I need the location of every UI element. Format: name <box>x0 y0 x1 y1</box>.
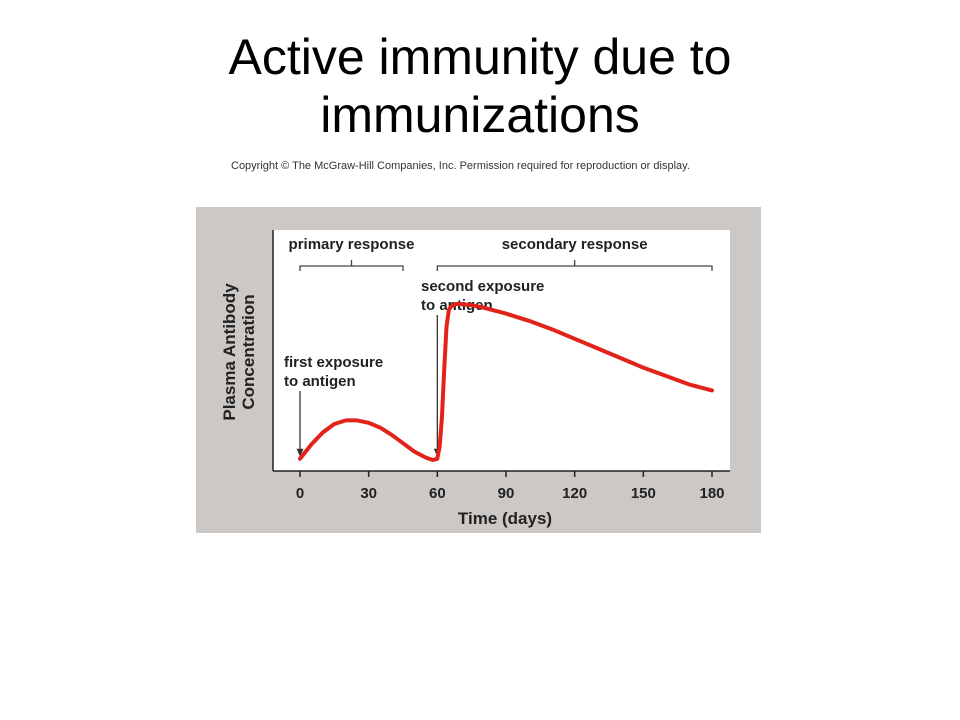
exposure-arrow-head <box>296 448 304 457</box>
plot-area <box>273 230 730 471</box>
copyright-notice: Copyright © The McGraw-Hill Companies, I… <box>231 160 690 172</box>
response-brackets: primary response secondary response <box>289 236 713 271</box>
x-tick-label: 0 <box>296 485 304 502</box>
y-axis-label-line-2: Concentration <box>239 294 258 409</box>
x-tick-label: 90 <box>498 485 515 502</box>
x-tick-label: 120 <box>562 485 587 502</box>
y-axis-label-line-1: Plasma Antibody <box>220 283 239 421</box>
exposure-label-line-1: second exposure <box>421 278 544 295</box>
slide-title-line-2: immunizations <box>320 87 640 143</box>
x-tick-label: 180 <box>699 485 724 502</box>
x-tick-label: 60 <box>429 485 446 502</box>
x-tick-label: 150 <box>631 485 656 502</box>
x-tick-label: 30 <box>360 485 377 502</box>
x-axis-label: Time (days) <box>458 509 552 528</box>
response-bracket-label: secondary response <box>502 236 648 253</box>
antibody-curve-series <box>298 302 714 462</box>
slide-title-line-1: Active immunity due to <box>228 29 732 85</box>
slide-title: Active immunity due to immunizations <box>0 28 960 144</box>
exposure-label-line-1: first exposure <box>284 354 383 371</box>
response-bracket-label: primary response <box>289 236 415 253</box>
x-ticks: 0 30 60 90 120 150 180 <box>296 471 725 502</box>
response-bracket <box>299 260 404 271</box>
response-bracket <box>436 260 713 271</box>
exposure-label-line-2: to antigen <box>284 373 356 390</box>
